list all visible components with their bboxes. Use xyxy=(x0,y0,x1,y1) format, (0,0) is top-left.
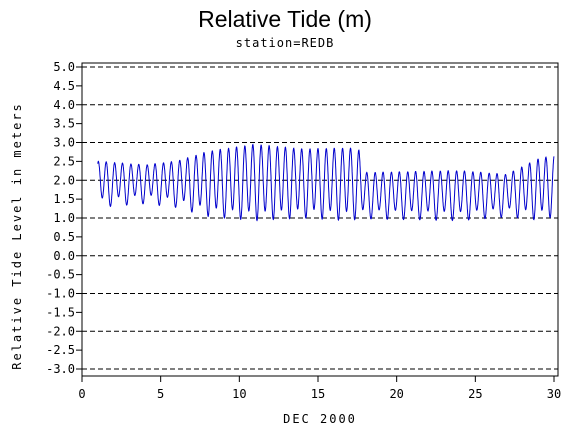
y-tick-label: 4.5 xyxy=(53,79,75,93)
y-tick-label: 5.0 xyxy=(53,60,75,74)
y-axis-label: Relative Tide Level in meters xyxy=(10,102,24,370)
y-tick-label: -2.5 xyxy=(46,343,75,357)
y-tick-label: 3.5 xyxy=(53,117,75,131)
y-tick-label: -1.5 xyxy=(46,305,75,319)
y-tick-label: 2.5 xyxy=(53,154,75,168)
y-tick-label: -3.0 xyxy=(46,362,75,376)
x-axis: 0 5 10 15 20 25 30 xyxy=(78,376,561,401)
y-tick-label: 1.0 xyxy=(53,211,75,225)
y-tick-label: -0.5 xyxy=(46,268,75,282)
tide-series-line xyxy=(97,143,555,222)
x-tick-label: 25 xyxy=(468,387,482,401)
chart-subtitle: station=REDB xyxy=(235,36,335,50)
y-tick-label: 4.0 xyxy=(53,98,75,112)
x-tick-label: 5 xyxy=(157,387,164,401)
x-axis-label: DEC 2000 xyxy=(283,412,357,426)
x-tick-label: 15 xyxy=(311,387,325,401)
y-tick-label: -2.0 xyxy=(46,324,75,338)
y-tick-label: 0.5 xyxy=(53,230,75,244)
y-tick-label: 2.0 xyxy=(53,173,75,187)
y-tick-label: 3.0 xyxy=(53,136,75,150)
x-tick-label: 20 xyxy=(389,387,403,401)
plot-area-frame xyxy=(81,62,559,377)
x-tick-label: 10 xyxy=(232,387,246,401)
gridlines xyxy=(82,66,558,370)
y-tick-label: 1.5 xyxy=(53,192,75,206)
x-tick-label: 30 xyxy=(547,387,561,401)
y-axis: 5.0 4.5 4.0 3.5 3.0 2.5 2.0 1.5 1.0 0.5 0.0 -0.5 -1.… xyxy=(46,60,82,376)
y-tick-label: -1.0 xyxy=(46,287,75,301)
series-layer xyxy=(97,143,555,222)
y-tick-label: 0.0 xyxy=(53,249,75,263)
x-tick-label: 0 xyxy=(78,387,85,401)
chart-title: Relative Tide (m) xyxy=(198,6,372,32)
